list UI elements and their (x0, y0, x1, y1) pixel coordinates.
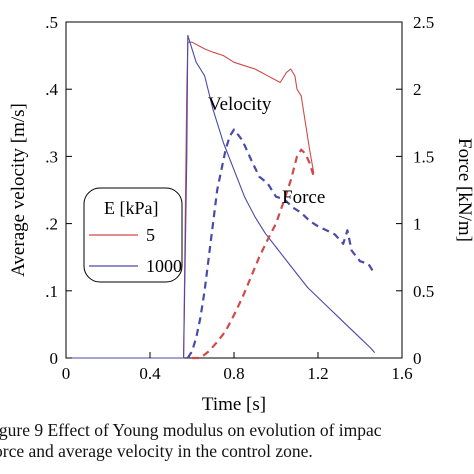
y-left-tick-label: .4 (45, 80, 58, 99)
y-right-tick-label: 1.5 (413, 147, 434, 166)
x-tick-label: 0 (62, 364, 71, 383)
series-line-force-1000 (186, 128, 374, 359)
x-axis-title: Time [s] (202, 394, 266, 415)
x-tick-label: 0.8 (223, 364, 244, 383)
series-line-velocity-5 (66, 41, 315, 359)
y-right-tick-label: 0.5 (413, 282, 434, 301)
legend-label-5: 5 (146, 225, 155, 245)
x-tick-label: 1.2 (307, 364, 328, 383)
y-left-tick-label: .2 (45, 215, 58, 234)
y-axis-right-title: Force [kN/m] (454, 138, 474, 242)
y-right-tick-label: 2.5 (413, 13, 434, 32)
series-layer (66, 34, 376, 360)
x-tick-label: 0.4 (139, 364, 161, 383)
y-left-tick-label: .3 (45, 147, 58, 166)
y-axis-left-title: Average velocity [m/s] (8, 103, 29, 277)
legend-title: E [kPa] (104, 198, 158, 218)
y-left-tick-label: .5 (45, 13, 58, 32)
series-line-velocity-1000 (66, 34, 376, 359)
y-right-tick-label: 0 (413, 349, 422, 368)
legend: E [kPa] 5 1000 (83, 187, 183, 283)
annotation-velocity: Velocity (208, 94, 272, 115)
x-tick-label: 1.6 (391, 364, 412, 383)
y-right-tick-label: 2 (413, 80, 422, 99)
figure-caption: igure 9 Effect of Young modulus on evolu… (0, 420, 474, 462)
legend-label-1000: 1000 (146, 256, 182, 276)
series-line-force-5 (192, 148, 315, 360)
caption-line-1: igure 9 Effect of Young modulus on evolu… (0, 420, 382, 440)
caption-line-2: orce and average velocity in the control… (0, 441, 313, 461)
y-right-tick-label: 1 (413, 215, 422, 234)
y-left-tick-label: 0 (50, 349, 59, 368)
annotation-force: Force (282, 187, 325, 208)
ticks-layer: 0 0.4 0.8 1.2 1.60.1.2.3.4.500.511.522.5 (45, 13, 434, 383)
y-left-tick-label: .1 (45, 282, 58, 301)
